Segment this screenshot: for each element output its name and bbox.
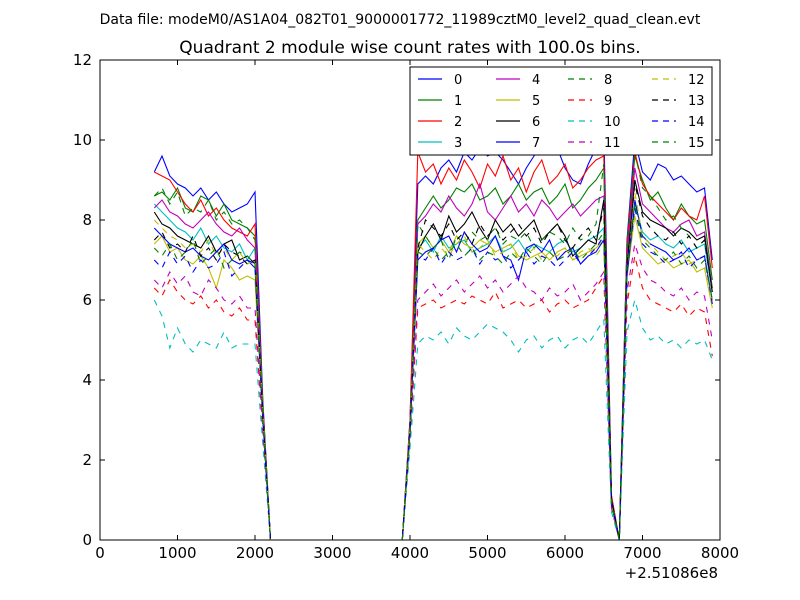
x-tick-label: 6000 (546, 544, 584, 562)
legend-label-4: 4 (532, 73, 540, 88)
legend-label-10: 10 (604, 115, 621, 130)
legend-label-2: 2 (454, 115, 462, 130)
legend-label-11: 11 (604, 136, 621, 151)
series-line-14 (153, 207, 713, 540)
series-line-8 (153, 151, 713, 540)
x-tick-label: 2000 (236, 544, 274, 562)
series-line-13 (153, 183, 713, 540)
legend-label-7: 7 (532, 136, 540, 151)
legend-label-14: 14 (688, 115, 705, 130)
legend-label-9: 9 (604, 94, 612, 109)
legend-label-13: 13 (688, 94, 705, 109)
x-tick-label: 0 (95, 544, 105, 562)
axes-layer: 0 1000 2000 3000 4000 5000 6000 7000 80000246810… (73, 51, 739, 562)
x-tick-label: 8000 (701, 544, 739, 562)
series-line-5 (153, 215, 713, 540)
y-tick-label: 0 (82, 531, 92, 549)
plot-frame (99, 59, 721, 541)
series-line-6 (153, 179, 713, 540)
y-tick-label: 6 (82, 291, 92, 309)
series-layer (153, 127, 713, 540)
legend-label-5: 5 (532, 94, 540, 109)
legend-label-3: 3 (454, 136, 462, 151)
legend-label-0: 0 (454, 73, 462, 88)
x-tick-label: 3000 (313, 544, 351, 562)
legend-label-15: 15 (688, 136, 705, 151)
legend-box (409, 66, 713, 156)
plot-area: 0 1000 2000 3000 4000 5000 6000 7000 80000246810… (73, 51, 739, 562)
legend-label-8: 8 (604, 73, 612, 88)
legend-label-12: 12 (688, 73, 705, 88)
series-line-9 (153, 255, 713, 540)
x-tick-label: 5000 (468, 544, 506, 562)
x-tick-label: 4000 (391, 544, 429, 562)
legend-label-1: 1 (454, 94, 462, 109)
series-line-10 (153, 297, 713, 540)
series-line-11 (153, 243, 713, 540)
y-tick-label: 4 (82, 371, 92, 389)
series-line-2 (154, 151, 713, 540)
series-line-12 (153, 191, 713, 540)
y-tick-label: 10 (73, 131, 92, 149)
legend-label-6: 6 (532, 115, 540, 130)
y-tick-label: 12 (73, 51, 92, 69)
x-tick-label: 1000 (158, 544, 196, 562)
y-tick-label: 2 (82, 451, 92, 469)
x-tick-label: 7000 (623, 544, 661, 562)
x-offset-label: +2.51086e8 (625, 564, 718, 582)
figure-suptitle: Data file: modeM0/AS1A04_082T01_90000017… (100, 12, 701, 28)
series-line-7 (153, 199, 713, 540)
chart-title: Quadrant 2 module wise count rates with … (179, 38, 640, 58)
y-tick-label: 8 (82, 211, 92, 229)
